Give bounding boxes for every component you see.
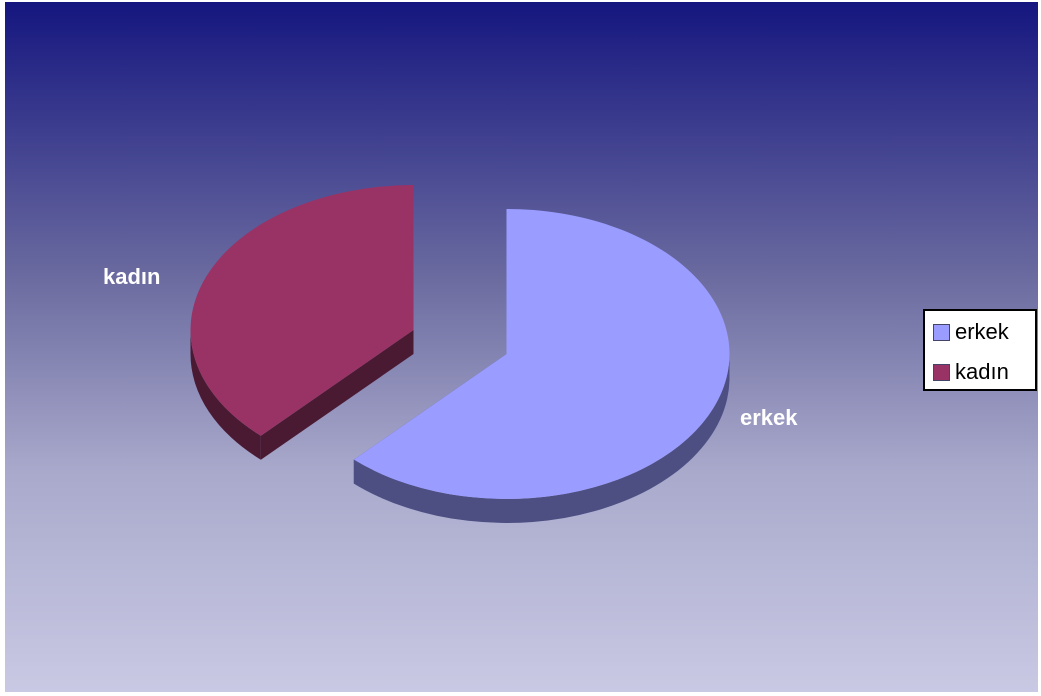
- legend-item-erkek: erkek: [933, 317, 1009, 347]
- pie-slice-kadin: [190, 185, 414, 436]
- legend-swatch-erkek: [933, 323, 950, 341]
- legend: erkek kadın: [923, 309, 1037, 391]
- legend-item-kadin: kadın: [933, 357, 1009, 387]
- legend-label-kadin: kadın: [955, 359, 1009, 384]
- pie-edge-kadin: [260, 330, 414, 460]
- pie-side-kadin: [190, 330, 261, 460]
- slice-label-kadin: kadın: [103, 264, 161, 289]
- slice-label-erkek: erkek: [740, 405, 798, 430]
- pie-tops: [190, 185, 730, 499]
- legend-label-erkek: erkek: [955, 319, 1009, 344]
- pie-chart: [190, 185, 730, 523]
- legend-swatch-kadin: [933, 363, 950, 381]
- chart-area: kadın erkek erkek kadın: [5, 2, 1038, 692]
- pie-slice-erkek: [353, 208, 730, 499]
- pie-side-erkek: [353, 353, 730, 523]
